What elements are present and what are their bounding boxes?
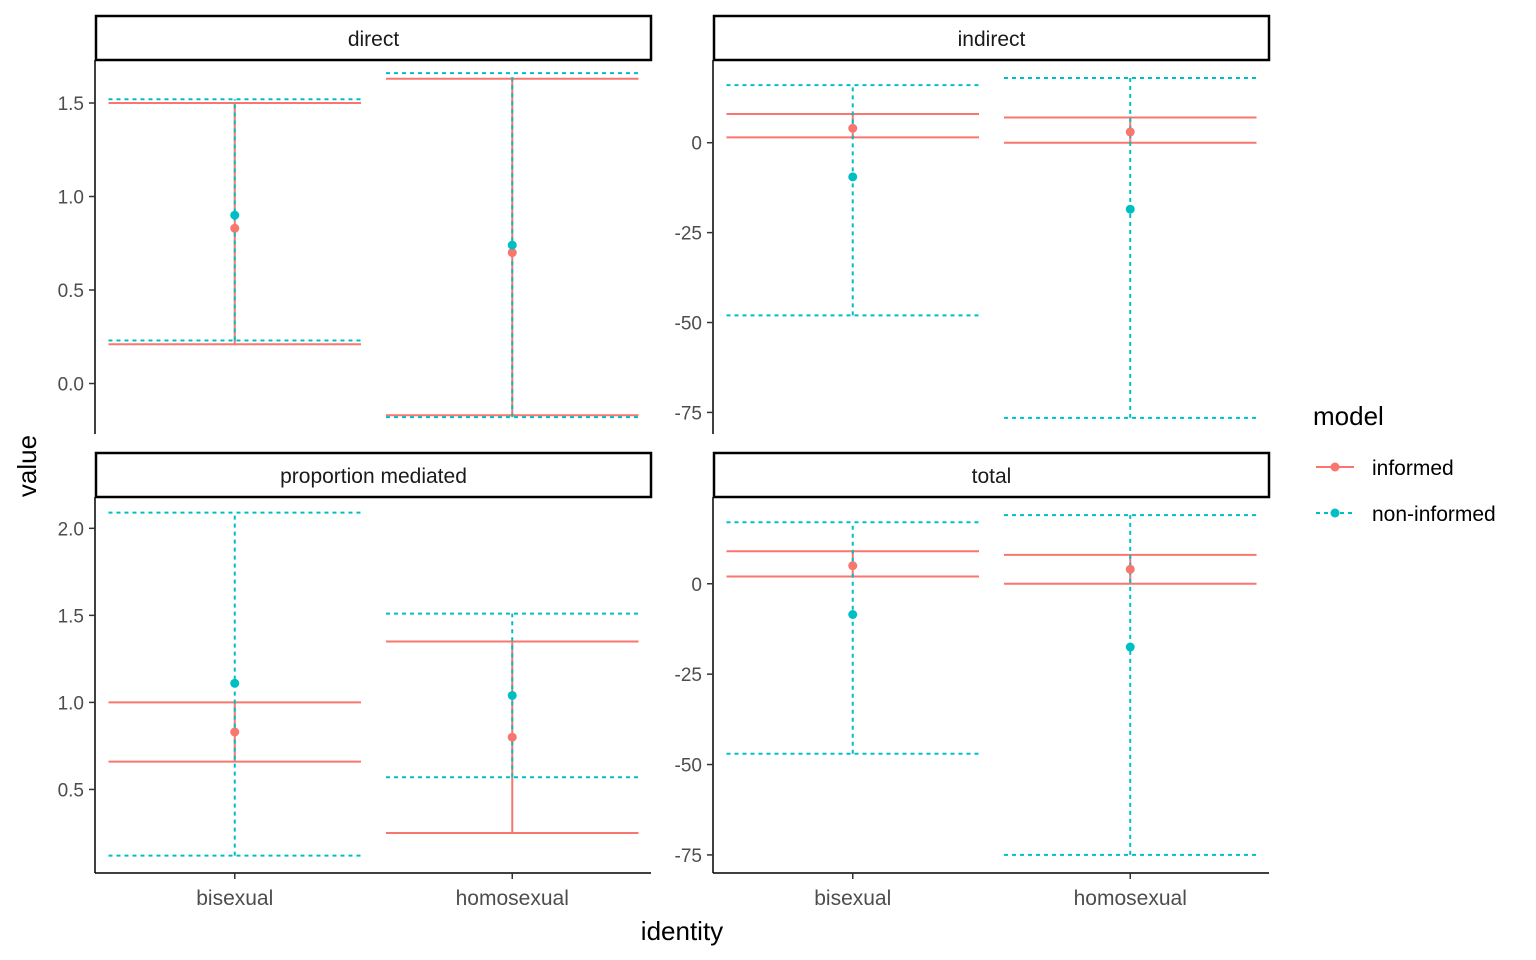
facet-strip-label: total [972, 465, 1012, 488]
data-point [848, 610, 858, 619]
y-tick-label: 1.0 [58, 188, 84, 209]
y-tick-label: 0.0 [58, 375, 84, 396]
facet-strip [712, 14, 1271, 62]
data-point [848, 172, 858, 182]
y-tick-label: -25 [675, 224, 702, 245]
x-tick-label: bisexual [196, 887, 273, 910]
data-point [848, 561, 858, 571]
data-point [1125, 204, 1135, 214]
x-tick-label: bisexual [814, 887, 891, 910]
y-tick-label: -50 [675, 314, 702, 335]
y-tick-label: 0.5 [58, 780, 84, 801]
y-axis-title: value [12, 435, 42, 497]
chart-panels: direct 0.0 0.5 1.0 1.5 indirect -75 -50 -25 0 prop… [58, 14, 1271, 910]
x-axis-title: identity [641, 916, 723, 946]
data-point [230, 210, 240, 220]
data-point [507, 248, 517, 258]
y-tick-label: -50 [675, 756, 702, 777]
legend-label: informed [1372, 457, 1454, 480]
y-tick-label: -75 [675, 846, 702, 867]
facet-strip-label: indirect [958, 28, 1026, 51]
legend: model informed non-informed [1313, 401, 1496, 526]
y-tick-label: -25 [675, 665, 702, 686]
legend-key-point [1330, 508, 1340, 518]
facet-strip [94, 14, 653, 62]
x-tick-label: homosexual [456, 887, 569, 910]
data-point [1125, 127, 1135, 137]
data-point [1125, 564, 1135, 574]
panel-direct: direct 0.0 0.5 1.0 1.5 [58, 14, 653, 434]
y-tick-label: 0 [691, 575, 702, 596]
facet-strip [712, 451, 1271, 499]
legend-title: model [1313, 401, 1384, 431]
y-tick-label: 0 [691, 134, 702, 155]
data-point [230, 223, 240, 233]
y-tick-label: 1.0 [58, 693, 84, 714]
facet-strip-label: direct [348, 28, 400, 51]
data-point [507, 690, 517, 700]
y-tick-label: -75 [675, 403, 702, 424]
y-tick-label: 1.5 [58, 94, 84, 115]
x-tick-label: homosexual [1074, 887, 1187, 910]
panel-total: total bisexual homosexual -75 -50 -25 0 [675, 451, 1271, 910]
data-point [507, 732, 517, 742]
y-tick-label: 1.5 [58, 606, 84, 627]
y-tick-label: 2.0 [58, 519, 84, 540]
data-point [848, 123, 858, 133]
panel-indirect: indirect -75 -50 -25 0 [675, 14, 1271, 434]
data-point [507, 240, 517, 250]
data-point [1125, 642, 1135, 652]
data-point [230, 727, 240, 737]
legend-key-point [1330, 462, 1340, 472]
facet-strip-label: proportion mediated [280, 465, 467, 488]
panel-proportion-mediated: proportion mediated bisexual homosexual 0.5… [58, 451, 653, 910]
y-tick-label: 0.5 [58, 281, 84, 302]
legend-label: non-informed [1372, 503, 1496, 526]
facet-strip [94, 451, 653, 499]
data-point [230, 678, 240, 688]
